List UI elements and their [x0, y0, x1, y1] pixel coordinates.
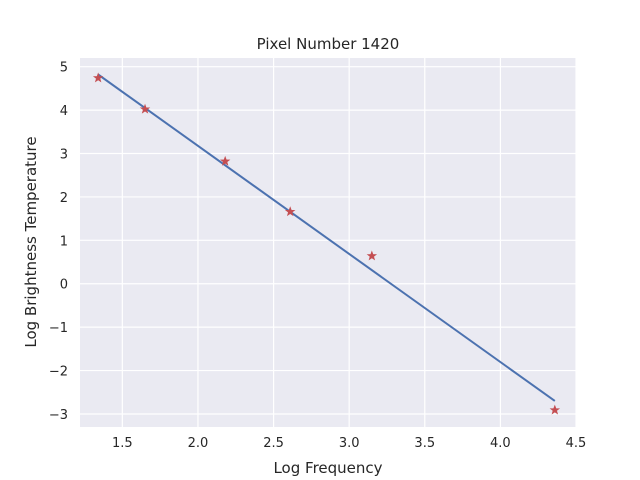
y-tick-label: 2	[60, 191, 68, 206]
y-tick-label: 5	[60, 61, 68, 76]
x-axis-label: Log Frequency	[273, 459, 382, 477]
data-points-layer	[92, 72, 561, 415]
fit-line	[97, 73, 556, 402]
data-point	[549, 404, 561, 415]
y-tick-label: −2	[49, 365, 68, 380]
x-ticks: 1.5 2.0 2.5 3.0 3.5 4.0 4.5	[112, 436, 586, 451]
data-point	[284, 206, 296, 217]
y-tick-label: 0	[60, 278, 68, 293]
data-point	[139, 103, 151, 114]
x-tick-label: 4.0	[490, 436, 511, 451]
grid	[80, 58, 577, 427]
chart-title: Pixel Number 1420	[257, 35, 400, 53]
data-point	[92, 72, 104, 83]
y-ticks: −3 −2 −1 0 1 2 3 4 5	[49, 61, 68, 423]
x-tick-label: 2.5	[263, 436, 284, 451]
fit-line-layer	[97, 73, 556, 402]
x-tick-label: 1.5	[112, 436, 133, 451]
y-tick-label: 3	[60, 148, 68, 163]
y-tick-label: 1	[60, 234, 68, 249]
y-tick-label: −3	[49, 408, 68, 423]
x-tick-label: 3.5	[414, 436, 435, 451]
x-tick-label: 2.0	[188, 436, 209, 451]
y-tick-label: −1	[49, 321, 68, 336]
data-point	[366, 250, 378, 261]
data-point	[219, 155, 231, 166]
y-axis-label: Log Brightness Temperature	[22, 136, 40, 347]
x-tick-label: 3.0	[339, 436, 360, 451]
y-tick-label: 4	[60, 104, 68, 119]
x-tick-label: 4.5	[566, 436, 587, 451]
plot-background	[80, 58, 576, 427]
